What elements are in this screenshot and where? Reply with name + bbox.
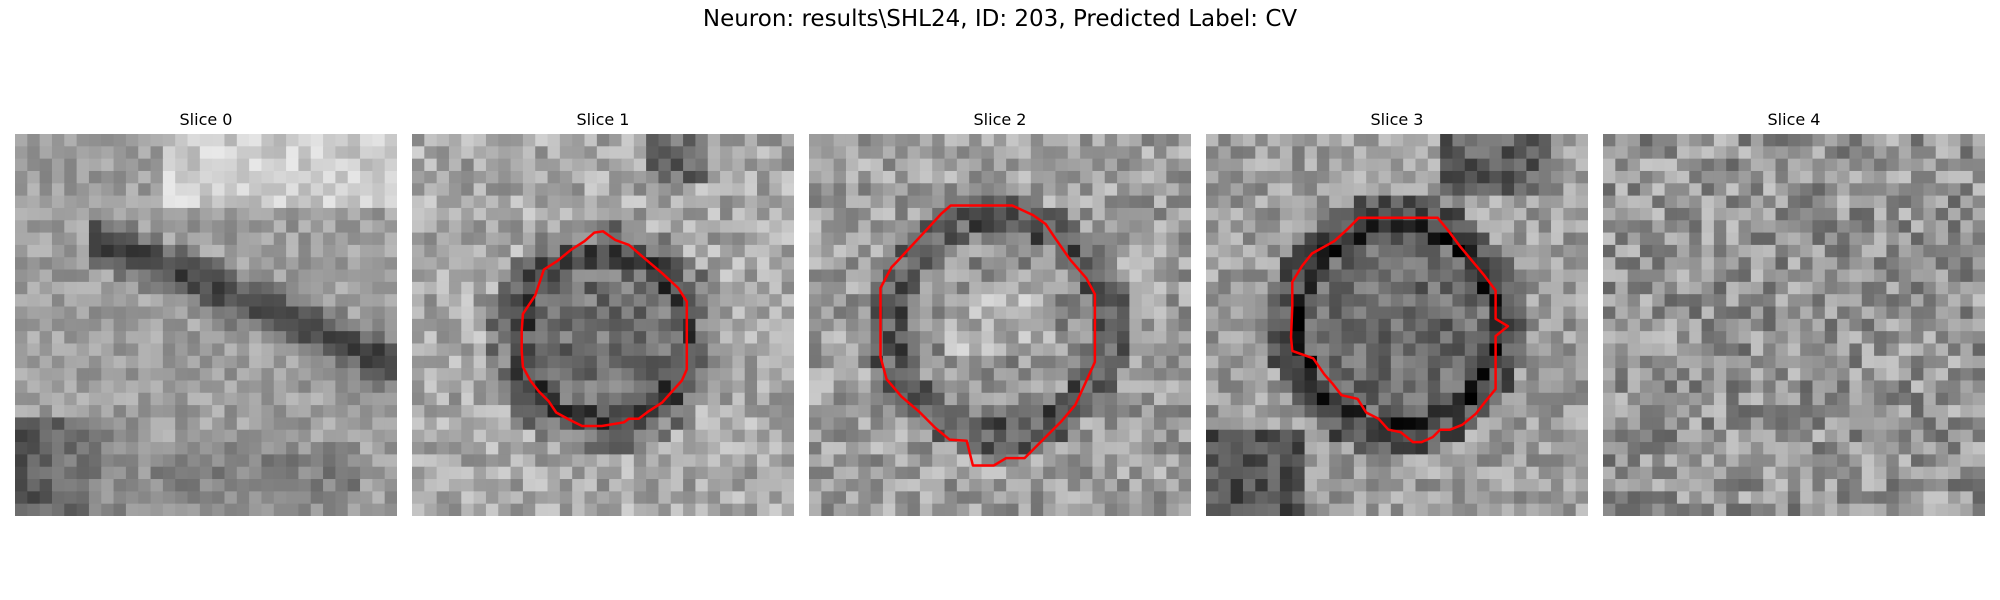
- slice-title-3: Slice 3: [1370, 110, 1424, 129]
- slice-panel-2: Slice 2: [809, 108, 1191, 516]
- neuron-contour: [520, 230, 689, 428]
- neuron-contour: [879, 204, 1097, 467]
- slice-title-1: Slice 1: [576, 110, 630, 129]
- pixel-grid: [809, 134, 1191, 516]
- pixel-grid: [15, 134, 397, 516]
- pixel-grid: [412, 134, 794, 516]
- slice-panel-1: Slice 1: [412, 108, 794, 516]
- slice-title-4: Slice 4: [1767, 110, 1821, 129]
- slice-image-1: [412, 134, 794, 516]
- slice-title-2: Slice 2: [973, 110, 1027, 129]
- slice-image-4: [1603, 134, 1985, 516]
- slice-panel-3: Slice 3: [1206, 108, 1588, 516]
- slice-panel-0: Slice 0: [15, 108, 397, 516]
- figure-title: Neuron: results\SHL24, ID: 203, Predicte…: [702, 6, 1298, 32]
- neuron-contour: [1289, 216, 1510, 444]
- slice-image-3: [1206, 134, 1588, 516]
- slice-image-0: [15, 134, 397, 516]
- pixel-grid: [1603, 134, 1985, 516]
- slice-image-2: [809, 134, 1191, 516]
- slice-title-0: Slice 0: [179, 110, 233, 129]
- slice-panel-4: Slice 4: [1603, 108, 1985, 516]
- pixel-grid: [1206, 134, 1588, 516]
